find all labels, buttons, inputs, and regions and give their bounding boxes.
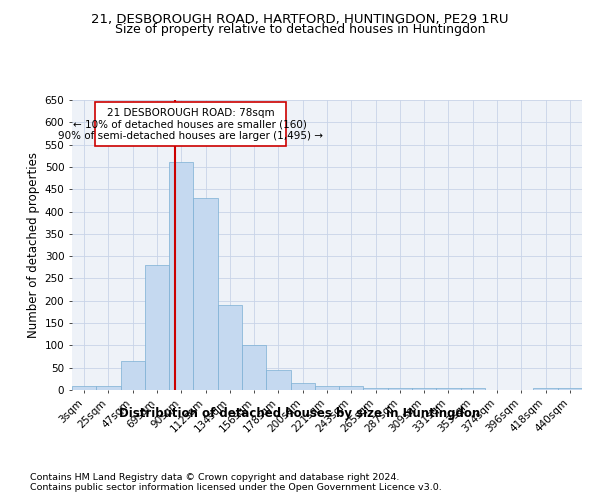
Bar — [266, 370, 290, 390]
Bar — [72, 386, 96, 390]
Bar — [169, 162, 193, 390]
Bar — [364, 388, 388, 390]
Bar — [145, 265, 169, 390]
Bar — [193, 198, 218, 390]
Text: Size of property relative to detached houses in Huntingdon: Size of property relative to detached ho… — [115, 22, 485, 36]
Bar — [533, 388, 558, 390]
Bar — [388, 388, 412, 390]
Text: 90% of semi-detached houses are larger (1,495) →: 90% of semi-detached houses are larger (… — [58, 131, 323, 141]
FancyBboxPatch shape — [95, 102, 286, 146]
Bar — [558, 388, 582, 390]
Bar — [121, 361, 145, 390]
Text: ← 10% of detached houses are smaller (160): ← 10% of detached houses are smaller (16… — [73, 120, 307, 130]
Text: 21 DESBOROUGH ROAD: 78sqm: 21 DESBOROUGH ROAD: 78sqm — [107, 108, 274, 118]
Bar — [412, 388, 436, 390]
Text: Contains HM Land Registry data © Crown copyright and database right 2024.: Contains HM Land Registry data © Crown c… — [30, 472, 400, 482]
Text: Distribution of detached houses by size in Huntingdon: Distribution of detached houses by size … — [119, 408, 481, 420]
Bar — [339, 386, 364, 390]
Text: Contains public sector information licensed under the Open Government Licence v3: Contains public sector information licen… — [30, 482, 442, 492]
Y-axis label: Number of detached properties: Number of detached properties — [28, 152, 40, 338]
Bar — [315, 386, 339, 390]
Bar — [96, 386, 121, 390]
Bar — [290, 384, 315, 390]
Text: 21, DESBOROUGH ROAD, HARTFORD, HUNTINGDON, PE29 1RU: 21, DESBOROUGH ROAD, HARTFORD, HUNTINGDO… — [91, 12, 509, 26]
Bar — [436, 388, 461, 390]
Bar — [218, 305, 242, 390]
Bar — [461, 388, 485, 390]
Bar — [242, 346, 266, 390]
